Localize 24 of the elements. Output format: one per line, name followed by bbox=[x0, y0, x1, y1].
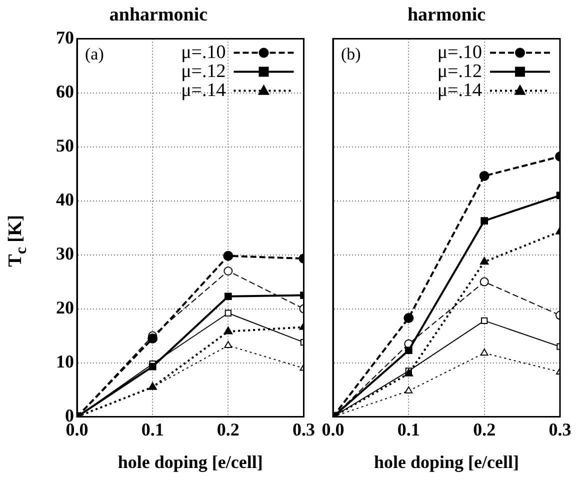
y-tick-label: 30 bbox=[56, 243, 74, 264]
x-axis-title: hole doping [e/cell] bbox=[374, 452, 519, 472]
chart-title: harmonic bbox=[407, 4, 486, 26]
y-tick-label: 40 bbox=[56, 189, 74, 210]
chart-title: anharmonic bbox=[109, 4, 208, 26]
x-tick-label: 0.2 bbox=[473, 419, 496, 440]
x-tick-label: 0.3 bbox=[292, 419, 315, 440]
y-tick-label: 50 bbox=[56, 135, 74, 156]
x-tick-label: 0.1 bbox=[397, 419, 420, 440]
legend-label: μ=.10 bbox=[181, 42, 226, 63]
annotation: (a) bbox=[85, 44, 104, 64]
annotation: (b) bbox=[341, 44, 361, 64]
legend-label: μ=.10 bbox=[437, 42, 482, 63]
x-tick-label: 0.0 bbox=[322, 419, 344, 440]
y-tick-label: 70 bbox=[56, 27, 74, 48]
x-axis-title: hole doping [e/cell] bbox=[118, 452, 263, 472]
x-tick-label: 0.3 bbox=[548, 419, 572, 440]
legend-label: μ=.12 bbox=[437, 60, 482, 82]
y-tick-label: 10 bbox=[56, 351, 74, 372]
x-tick-label: 0.1 bbox=[141, 419, 164, 440]
y-tick-label: 60 bbox=[56, 81, 74, 102]
y-tick-label: 20 bbox=[56, 297, 74, 318]
legend-label: μ=.14 bbox=[437, 80, 482, 101]
x-tick-label: 0.2 bbox=[216, 419, 240, 440]
